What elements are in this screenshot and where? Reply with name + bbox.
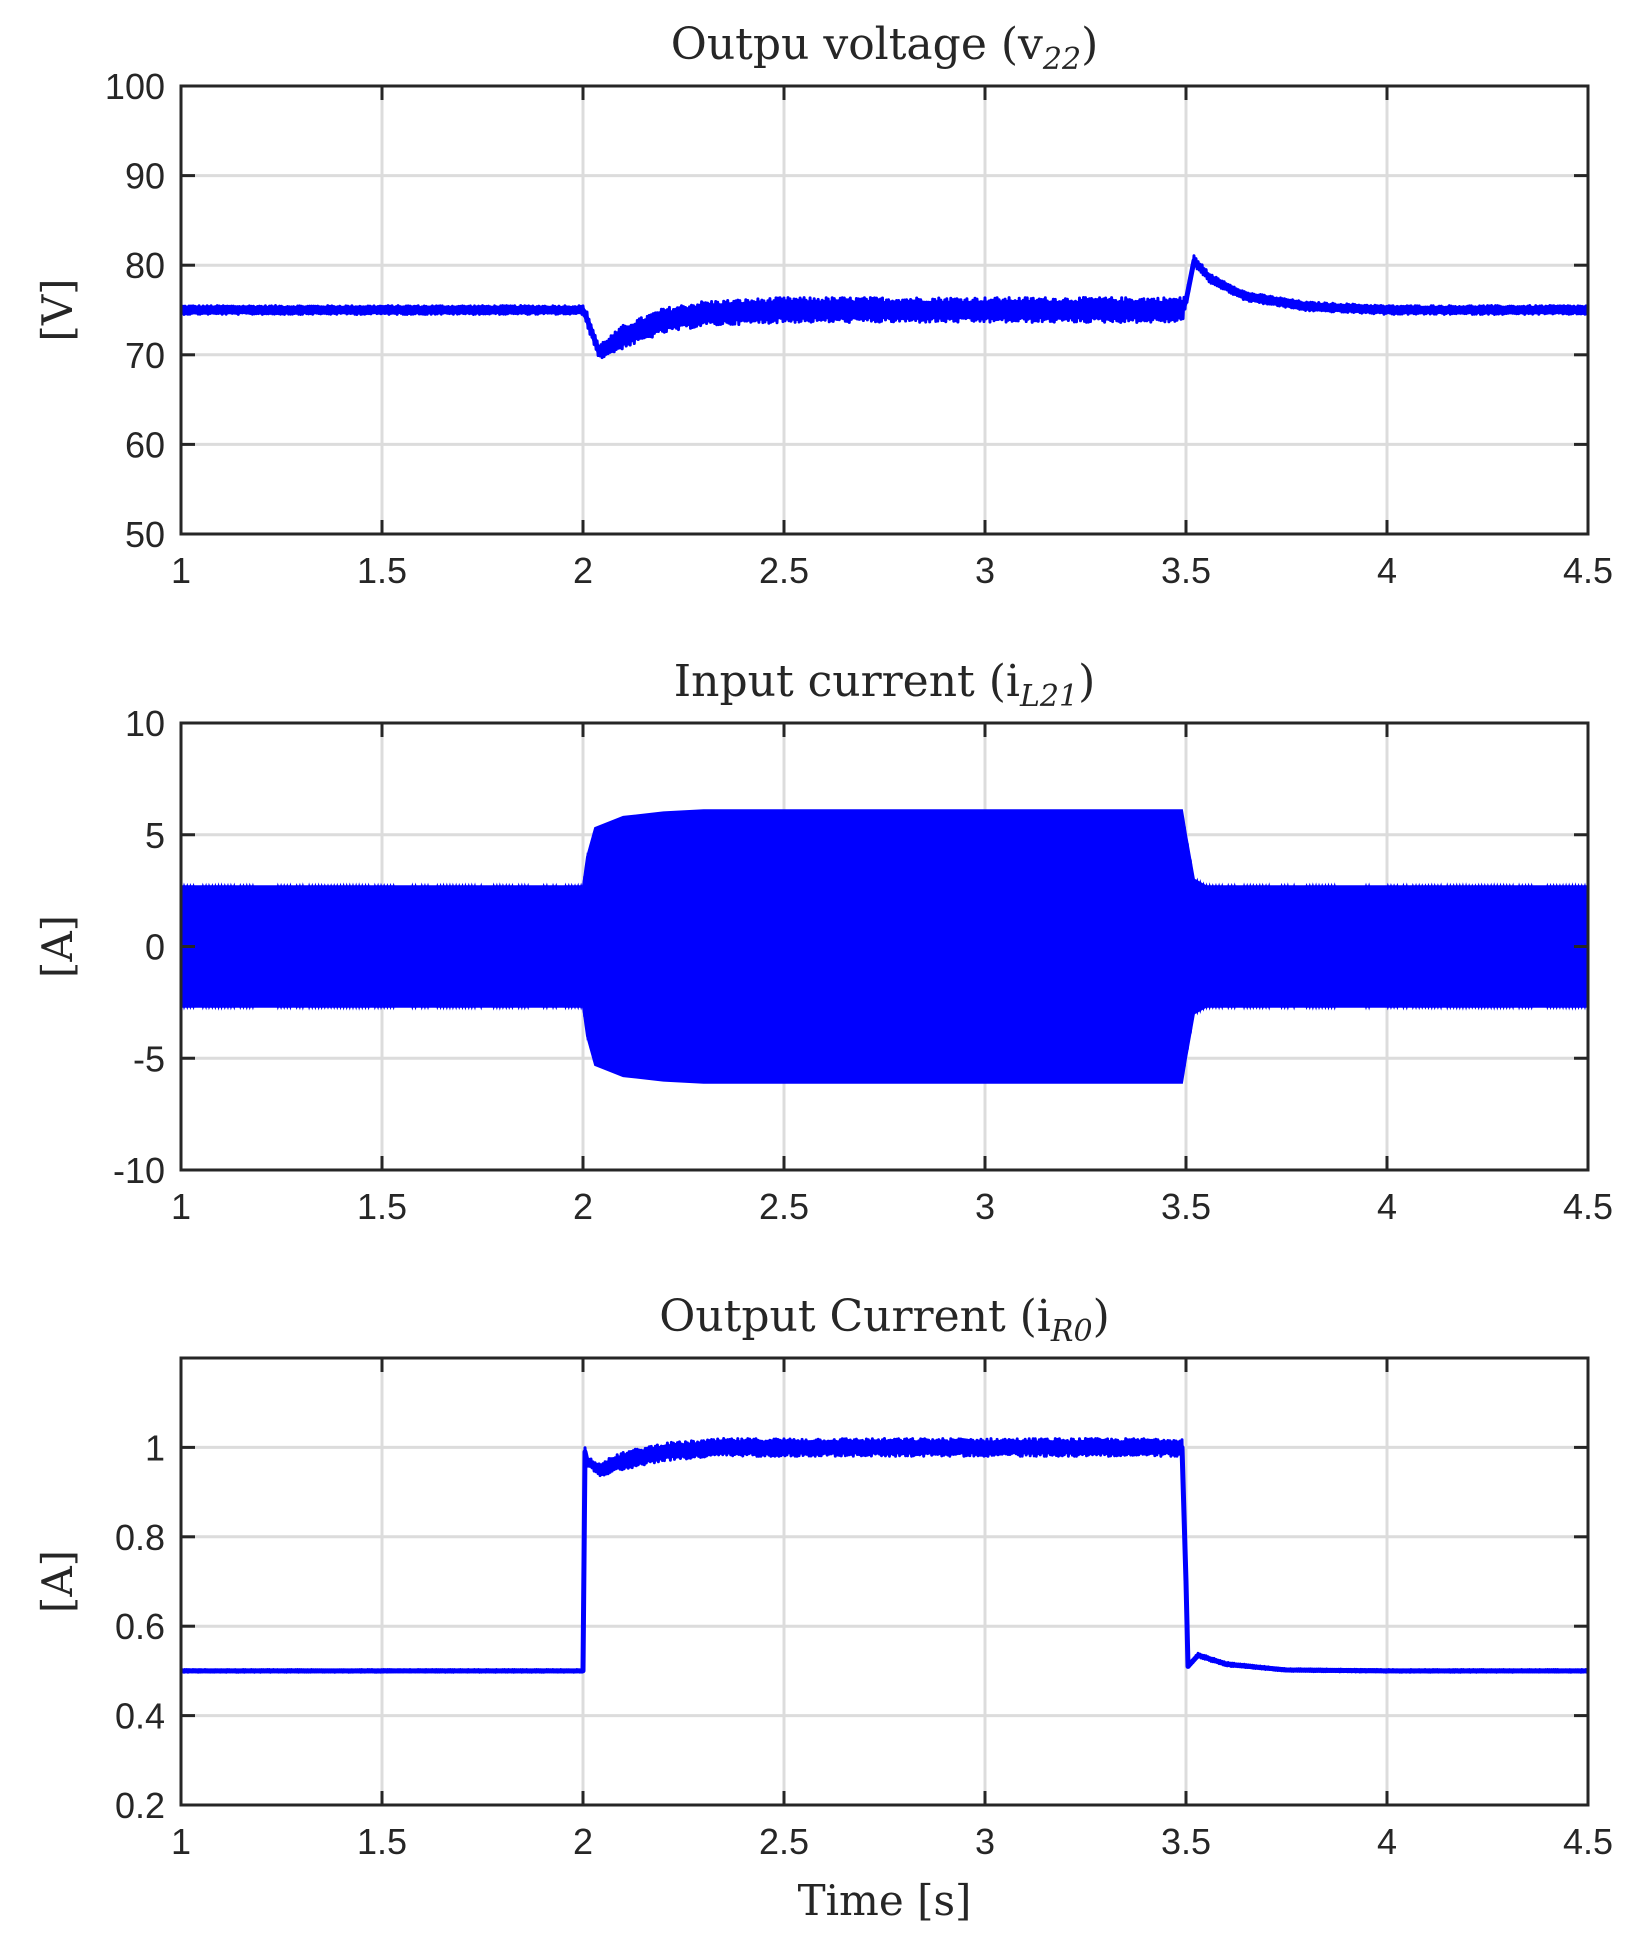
x-tick-label: 2	[573, 1821, 593, 1862]
y-tick-label: -10	[113, 1150, 165, 1191]
y-tick-label: 70	[125, 335, 165, 376]
chart-title-subscript: L21	[1019, 679, 1078, 714]
x-tick-label: 1.5	[357, 1821, 407, 1862]
x-tick-label: 3	[975, 550, 995, 591]
series-core-line	[181, 258, 1588, 355]
x-tick-label: 4.5	[1563, 1821, 1613, 1862]
chart-title-text: Outpu voltage (v	[671, 19, 1043, 70]
x-tick-label: 3.5	[1161, 1186, 1211, 1227]
y-tick-label: 0.2	[115, 1785, 165, 1826]
series-upper-edge	[181, 810, 1588, 897]
chart-title: Output Current (iR0)	[659, 1291, 1109, 1349]
y-tick-label: 90	[125, 156, 165, 197]
x-tick-label: 4.5	[1563, 1186, 1613, 1227]
chart-panel-3: 1 1.5 2 2.5 3 3.5 4 4.5 0.2 0.4 0.6 0.8 1 Output Curr…	[33, 1291, 1613, 1925]
chart-title-close: )	[1081, 19, 1098, 70]
x-tick-label: 3.5	[1161, 1821, 1211, 1862]
x-tick-label: 3	[975, 1821, 995, 1862]
x-tick-label: 1	[171, 1186, 191, 1227]
x-tick-label: 1	[171, 550, 191, 591]
y-tick-label: 0.8	[115, 1517, 165, 1558]
chart-title-text: Output Current (i	[659, 1291, 1051, 1342]
y-tick-label: 0.4	[115, 1696, 165, 1737]
y-axis-label: [V]	[33, 278, 82, 341]
plot-area	[181, 809, 1588, 1084]
y-tick-label: 50	[125, 514, 165, 555]
axes-frame	[179, 1356, 1590, 1807]
x-tick-label: 4.5	[1563, 550, 1613, 591]
y-tick-label: -5	[133, 1038, 165, 1079]
chart-title: Input current (iL21)	[674, 656, 1096, 714]
x-tick-label: 1	[171, 1821, 191, 1862]
chart-title-close: )	[1093, 1291, 1110, 1342]
x-tick-label: 2.5	[759, 1186, 809, 1227]
x-axis-label: Time [s]	[798, 1876, 972, 1925]
series-lower-edge	[181, 996, 1588, 1083]
y-axis-label: [A]	[33, 1550, 82, 1613]
x-tick-label: 4	[1377, 550, 1397, 591]
x-tick-label: 2	[573, 550, 593, 591]
chart-title-subscript: 22	[1042, 42, 1081, 77]
y-tick-label: 1	[145, 1427, 165, 1468]
chart-title: Outpu voltage (v22)	[671, 19, 1099, 77]
y-tick-label: 5	[145, 815, 165, 856]
y-tick-label: 80	[125, 245, 165, 286]
axes-frame	[179, 84, 1590, 536]
y-tick-label: 60	[125, 424, 165, 465]
plot-area	[181, 1437, 1588, 1674]
series-envelope	[181, 809, 1588, 1084]
y-axis-label: [A]	[33, 915, 82, 978]
series-line	[181, 1437, 1588, 1674]
x-tick-label: 2	[573, 1186, 593, 1227]
chart-title-close: )	[1078, 656, 1095, 707]
x-tick-label: 1.5	[357, 1186, 407, 1227]
x-tick-label: 3	[975, 1186, 995, 1227]
y-tick-label: 0.6	[115, 1606, 165, 1647]
plot-area	[181, 254, 1588, 360]
y-tick-label: 100	[105, 66, 165, 107]
chart-panel-2: 1 1.5 2 2.5 3 3.5 4 4.5 -10 -5 0 5 10 Input current (…	[33, 656, 1613, 1227]
x-tick-label: 2.5	[759, 550, 809, 591]
x-tick-label: 4	[1377, 1821, 1397, 1862]
y-tick-label: 10	[125, 703, 165, 744]
chart-title-text: Input current (i	[674, 656, 1020, 707]
x-tick-label: 2.5	[759, 1821, 809, 1862]
x-tick-label: 1.5	[357, 550, 407, 591]
x-tick-label: 3.5	[1161, 550, 1211, 591]
series-line	[181, 254, 1588, 360]
chart-title-subscript: R0	[1050, 1314, 1093, 1349]
y-tick-label: 0	[145, 927, 165, 968]
x-tick-label: 4	[1377, 1186, 1397, 1227]
chart-panel-1: 1 1.5 2 2.5 3 3.5 4 4.5 50 60 70 80 90 100 Outpu volta…	[33, 19, 1613, 591]
series-core-line	[181, 1444, 1588, 1674]
